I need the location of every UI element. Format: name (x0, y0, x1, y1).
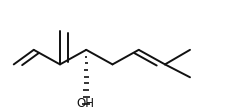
Text: OH: OH (76, 97, 94, 110)
